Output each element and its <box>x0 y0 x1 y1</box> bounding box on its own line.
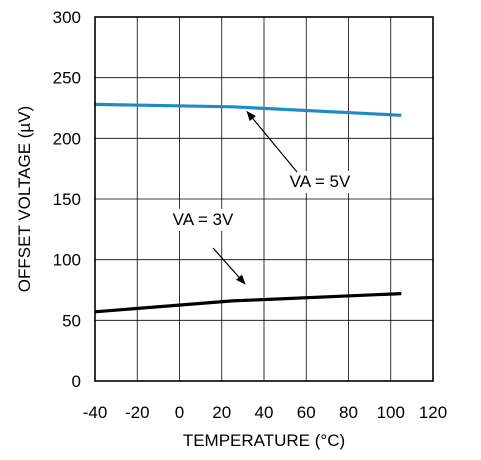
annotation-label: VA = 3V <box>173 210 234 229</box>
x-tick-label: 20 <box>212 403 231 422</box>
x-tick-label: 120 <box>419 403 447 422</box>
plot-border <box>94 16 434 382</box>
y-axis-label: OFFSET VOLTAGE (µV) <box>15 106 34 292</box>
x-tick-label: 80 <box>339 403 358 422</box>
x-tick-label: -40 <box>83 403 108 422</box>
annotation-background <box>163 209 243 231</box>
x-tick-label: 40 <box>255 403 274 422</box>
annotation-arrow <box>246 110 298 173</box>
plot-frame <box>94 16 434 382</box>
annotation-background <box>280 171 360 193</box>
grid <box>94 16 434 382</box>
x-axis-label: TEMPERATURE (°C) <box>183 431 345 450</box>
x-tick-label: -20 <box>125 403 150 422</box>
y-tick-label: 300 <box>53 8 81 27</box>
x-tick-label: 0 <box>175 403 184 422</box>
x-tick-label: 60 <box>297 403 316 422</box>
y-tick-label: 0 <box>72 372 81 391</box>
annotation-label: VA = 5V <box>290 172 351 191</box>
x-tick-label: 100 <box>377 403 405 422</box>
y-tick-label: 50 <box>62 311 81 330</box>
y-tick-label: 150 <box>53 190 81 209</box>
series-line-va-3v <box>94 292 402 314</box>
series-group <box>94 102 402 314</box>
annotation-arrow <box>212 247 246 285</box>
y-tick-label: 100 <box>53 251 81 270</box>
tick-labels: -40 -20 0 20 40 60 80 100 120 0 50 100 150 200 250 300 <box>53 8 448 422</box>
y-tick-label: 200 <box>53 129 81 148</box>
y-tick-label: 250 <box>53 69 81 88</box>
annotations: VA = 5V VA = 3V <box>163 110 360 285</box>
series-line-va-5v <box>94 102 402 117</box>
